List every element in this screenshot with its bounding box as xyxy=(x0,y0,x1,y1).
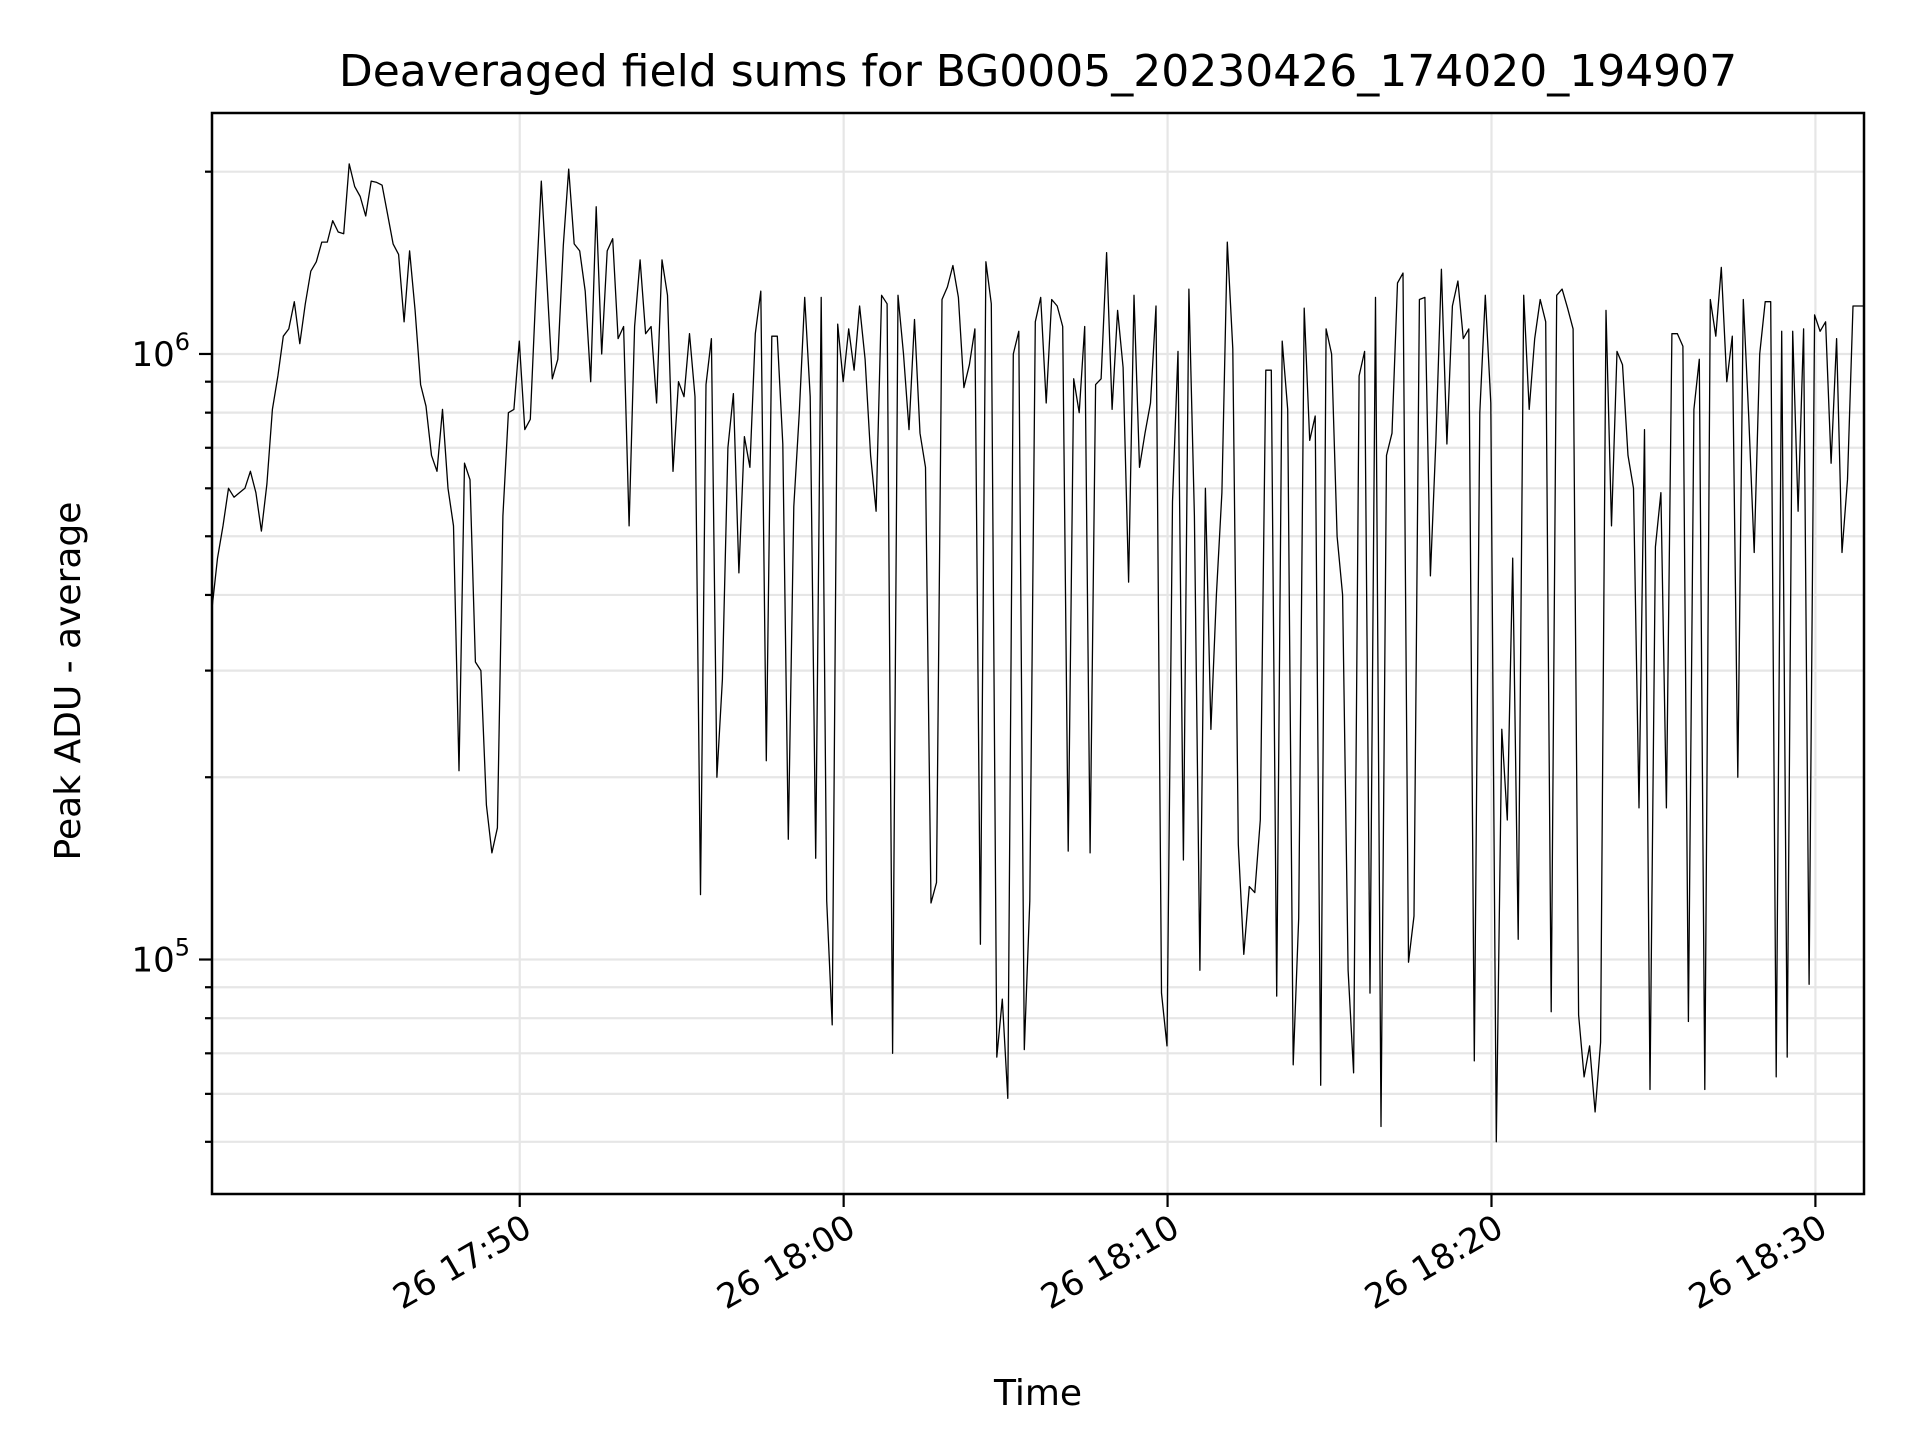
plot-frame xyxy=(210,111,1866,1196)
y-tick-label-base: 10 xyxy=(131,335,174,375)
y-tick-label-base: 10 xyxy=(131,941,174,981)
y-axis-label: Peak ADU - average xyxy=(48,502,89,861)
x-axis-label: Time xyxy=(993,1373,1082,1414)
y-tick-label-exponent: 5 xyxy=(175,934,190,962)
grid xyxy=(212,113,1864,1194)
series-line xyxy=(211,163,1864,1143)
y-tick-label: 106 xyxy=(131,328,190,375)
chart-title: Deaveraged field sums for BG0005_2023042… xyxy=(339,46,1737,97)
y-tick-label-exponent: 6 xyxy=(175,328,190,356)
y-tick-label: 105 xyxy=(131,934,190,981)
